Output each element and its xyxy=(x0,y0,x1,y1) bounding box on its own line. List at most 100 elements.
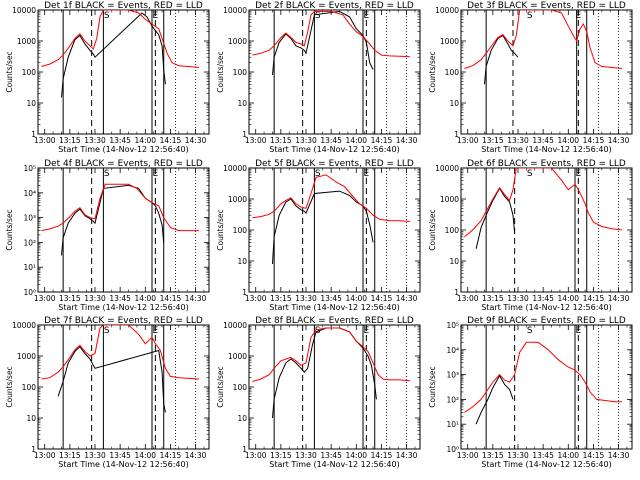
panel-det-3: Det 3f BLACK = Events, RED = LLD 1 10 100 10… xyxy=(428,1,633,154)
y-axis-label: Counts/sec xyxy=(5,51,14,92)
x-tick-label: 13:15 xyxy=(270,451,292,460)
events-series-line xyxy=(57,345,166,413)
x-tick-label: 14:30 xyxy=(185,294,207,303)
y-tick-label: 10⁰ xyxy=(23,288,36,297)
x-tick-label: 13:15 xyxy=(59,451,81,460)
y-axis-label: Counts/sec xyxy=(428,51,437,92)
y-axis-label: Counts/sec xyxy=(5,366,14,407)
x-tick-label: 13:45 xyxy=(320,451,342,460)
x-tick-label: 14:15 xyxy=(583,136,605,145)
x-tick-label: 13:30 xyxy=(84,136,106,145)
plot-frame xyxy=(460,324,633,450)
panel-title: Det 5f BLACK = Events, RED = LLD xyxy=(255,159,414,169)
time-marker-s: S xyxy=(104,11,110,21)
y-tick-label: 10⁴ xyxy=(23,189,36,198)
y-tick-label: 10000 xyxy=(223,321,247,330)
time-marker-s: S xyxy=(527,326,533,336)
y-tick-label: 10 xyxy=(237,414,247,423)
lld-series-line xyxy=(252,174,410,222)
y-tick-label: 100 xyxy=(445,68,460,77)
plot-frame xyxy=(248,167,421,293)
panel-title: Det 7f BLACK = Events, RED = LLD xyxy=(44,316,203,326)
time-marker-s: S xyxy=(527,169,533,179)
x-axis-label: Start Time (14-Nov-12 12:56:40) xyxy=(269,145,399,154)
events-series-line xyxy=(475,374,514,425)
x-tick-label: 14:15 xyxy=(583,294,605,303)
x-tick-label: 14:00 xyxy=(345,451,367,460)
x-axis-label: Start Time (14-Nov-12 12:56:40) xyxy=(481,145,611,154)
lld-series-line xyxy=(41,325,199,380)
time-marker-e: E xyxy=(153,169,159,179)
x-tick-label: 14:30 xyxy=(396,136,418,145)
x-tick-label: 13:00 xyxy=(34,136,56,145)
x-tick-label: 13:00 xyxy=(245,451,267,460)
y-tick-label: 10 xyxy=(449,257,459,266)
x-tick-label: 13:45 xyxy=(109,136,131,145)
y-tick-label: 10² xyxy=(23,238,36,247)
panel-title: Det 9f BLACK = Events, RED = LLD xyxy=(467,316,626,326)
plot-frame xyxy=(248,9,421,135)
y-tick-label: 10¹ xyxy=(446,420,459,429)
time-marker-s: S xyxy=(527,11,533,21)
y-tick-label: 10³ xyxy=(446,371,459,380)
y-tick-label: 10000 xyxy=(223,164,247,173)
y-axis-label: Counts/sec xyxy=(5,209,14,250)
y-tick-label: 1 xyxy=(454,130,459,139)
x-tick-label: 13:15 xyxy=(270,294,292,303)
x-tick-label: 13:45 xyxy=(109,451,131,460)
panel-title: Det 1f BLACK = Events, RED = LLD xyxy=(44,1,203,11)
x-tick-label: 13:00 xyxy=(457,451,479,460)
x-tick-label: 13:30 xyxy=(507,451,529,460)
y-axis-label: Counts/sec xyxy=(216,366,225,407)
lld-series-line xyxy=(41,183,199,232)
x-tick-label: 14:00 xyxy=(345,294,367,303)
y-tick-label: 10000 xyxy=(435,6,459,15)
y-tick-label: 1000 xyxy=(17,352,36,361)
panel-title: Det 4f BLACK = Events, RED = LLD xyxy=(44,159,203,169)
y-tick-label: 10 xyxy=(26,99,36,108)
x-tick-label: 13:30 xyxy=(295,294,317,303)
time-marker-s: S xyxy=(315,11,321,21)
x-tick-label: 13:30 xyxy=(507,136,529,145)
y-axis-label: Counts/sec xyxy=(216,209,225,250)
lld-series-line xyxy=(464,10,622,69)
y-axis-label: Counts/sec xyxy=(428,366,437,407)
time-marker-s: S xyxy=(104,169,110,179)
x-tick-label: 14:15 xyxy=(371,136,393,145)
y-tick-label: 1 xyxy=(31,445,36,454)
x-tick-label: 14:30 xyxy=(185,451,207,460)
x-tick-label: 13:15 xyxy=(59,294,81,303)
y-tick-label: 10000 xyxy=(435,164,459,173)
x-tick-label: 14:15 xyxy=(160,136,182,145)
panel-det-9: Det 9f BLACK = Events, RED = LLD 10⁰ 10¹ 10… xyxy=(428,316,633,469)
x-tick-label: 14:15 xyxy=(160,451,182,460)
time-marker-e: E xyxy=(576,169,582,179)
y-tick-label: 1 xyxy=(31,130,36,139)
time-marker-e: E xyxy=(153,326,159,336)
x-tick-label: 13:15 xyxy=(482,451,504,460)
plot-frame xyxy=(460,9,633,135)
y-tick-label: 1 xyxy=(454,288,459,297)
panel-title: Det 3f BLACK = Events, RED = LLD xyxy=(467,1,626,11)
x-tick-label: 13:30 xyxy=(84,451,106,460)
x-tick-label: 14:00 xyxy=(134,136,156,145)
y-tick-label: 10 xyxy=(449,99,459,108)
y-tick-label: 10² xyxy=(446,395,459,404)
x-tick-label: 13:00 xyxy=(245,294,267,303)
y-tick-label: 10⁰ xyxy=(446,445,459,454)
x-axis-label: Start Time (14-Nov-12 12:56:40) xyxy=(58,145,188,154)
x-tick-label: 14:00 xyxy=(557,136,579,145)
y-axis-label: Counts/sec xyxy=(428,209,437,250)
x-tick-label: 13:30 xyxy=(507,294,529,303)
panel-det-5: Det 5f BLACK = Events, RED = LLD 1 10 100 10… xyxy=(216,159,421,312)
events-series-line xyxy=(272,190,374,265)
x-tick-label: 14:15 xyxy=(160,294,182,303)
x-axis-label: Start Time (14-Nov-12 12:56:40) xyxy=(58,460,188,469)
lld-series-line xyxy=(252,327,410,382)
y-tick-label: 10⁴ xyxy=(446,346,459,355)
x-axis-label: Start Time (14-Nov-12 12:56:40) xyxy=(269,303,399,312)
plot-frame xyxy=(37,167,210,293)
x-tick-label: 14:30 xyxy=(608,136,630,145)
x-tick-label: 13:15 xyxy=(59,136,81,145)
x-axis-label: Start Time (14-Nov-12 12:56:40) xyxy=(481,303,611,312)
